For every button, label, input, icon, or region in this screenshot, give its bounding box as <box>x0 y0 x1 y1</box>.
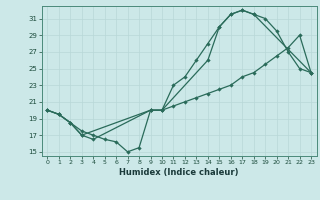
X-axis label: Humidex (Indice chaleur): Humidex (Indice chaleur) <box>119 168 239 177</box>
